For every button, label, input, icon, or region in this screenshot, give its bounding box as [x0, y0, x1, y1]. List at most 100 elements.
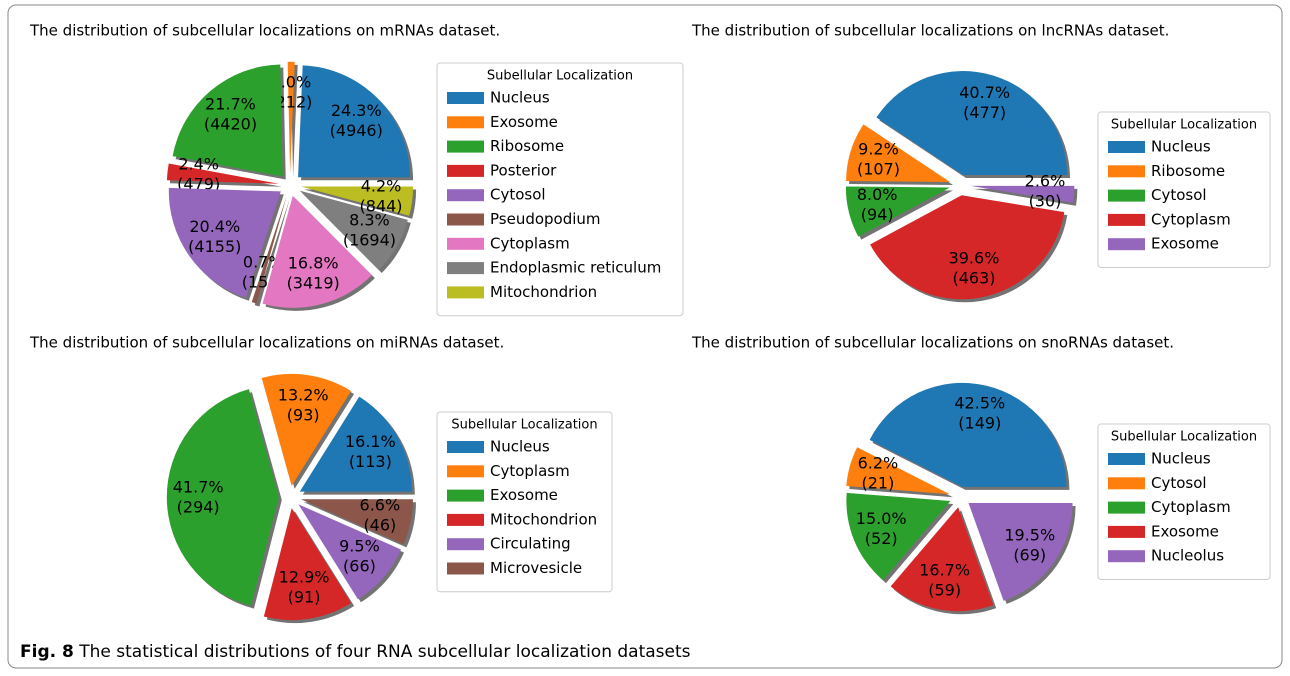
- legend-label: Ribosome: [490, 137, 564, 155]
- legend-swatch: [1108, 453, 1145, 465]
- legend-label: Nucleus: [1151, 138, 1211, 156]
- wedge-percent: 15.0%: [856, 509, 907, 528]
- wedge-percent: 16.1%: [345, 432, 396, 451]
- wedge-percent: 19.5%: [1004, 526, 1055, 545]
- legend-title: Subellular Localization: [1111, 430, 1257, 445]
- legend-swatch: [447, 262, 484, 275]
- legend-swatch: [447, 465, 484, 478]
- legend-swatch: [1108, 525, 1145, 538]
- wedge-percent: 16.7%: [919, 560, 970, 579]
- legend-label: Pseudopodium: [490, 210, 601, 228]
- wedge: [172, 64, 283, 177]
- wedge-percent: 2.4%: [178, 155, 219, 174]
- legend-swatch: [1108, 550, 1145, 563]
- wedge-percent: 16.8%: [288, 253, 339, 272]
- wedge-percent: 8.0%: [857, 185, 898, 204]
- wedge: [968, 502, 1073, 601]
- wedge-percent: 6.2%: [858, 453, 899, 472]
- legend-swatch: [447, 92, 484, 104]
- wedge: [168, 187, 281, 298]
- legend-label: Exosome: [1151, 522, 1219, 540]
- wedge-percent: 42.5%: [954, 394, 1005, 413]
- chart-panel: The distribution of subcellular localiza…: [691, 334, 1271, 615]
- wedge-count: (844): [360, 197, 403, 216]
- legend-label: Cytoplasm: [1151, 210, 1231, 228]
- wedge: [890, 507, 994, 612]
- wedge-count: (69): [1013, 546, 1046, 565]
- wedge-count: (477): [963, 103, 1006, 122]
- legend-swatch: [447, 213, 484, 226]
- caption-text: The statistical distributions of four RN…: [78, 642, 690, 662]
- legend-label: Nucleolus: [1151, 547, 1224, 565]
- wedge-count: (107): [857, 159, 900, 178]
- legend-swatch: [447, 237, 484, 250]
- wedge-percent: 12.9%: [279, 567, 330, 586]
- caption: Fig. 8 The statistical distributions of …: [20, 642, 691, 662]
- legend-swatch: [447, 538, 484, 551]
- wedge-count: (91): [288, 587, 321, 606]
- wedge: [846, 447, 950, 495]
- wedge: [870, 195, 1065, 300]
- legend-label: Exosome: [490, 486, 558, 504]
- legend-swatch: [1108, 501, 1145, 514]
- wedge-count: (59): [928, 580, 961, 599]
- legend-swatch: [447, 489, 484, 502]
- wedge: [876, 71, 1068, 176]
- wedge-count: (4946): [330, 121, 383, 140]
- wedge: [287, 61, 295, 174]
- wedge-count: (46): [363, 515, 396, 534]
- legend-swatch: [447, 562, 484, 575]
- legend-box: [436, 62, 684, 317]
- wedge: [262, 195, 372, 308]
- wedge-percent: 9.5%: [339, 537, 380, 556]
- wedge: [299, 190, 408, 270]
- wedge-percent: 9.2%: [858, 139, 899, 158]
- wedge-percent: 20.4%: [189, 217, 240, 236]
- chart-panel: The distribution of subcellular localiza…: [29, 22, 684, 317]
- wedge: [166, 389, 279, 606]
- legend-swatch: [447, 286, 484, 299]
- wedge-percent: 8.3%: [349, 211, 390, 230]
- wedge: [298, 65, 411, 178]
- wedge-count: (3419): [287, 273, 340, 292]
- legend-label: Cytosol: [1151, 186, 1207, 204]
- legend-swatch: [447, 164, 484, 177]
- chart-panel: The distribution of subcellular localiza…: [29, 334, 613, 624]
- legend-swatch: [1108, 477, 1145, 490]
- legend-swatch: [1108, 141, 1145, 153]
- legend-label: Nucleus: [490, 438, 550, 456]
- legend-label: Exosome: [490, 113, 558, 131]
- legend-swatch: [447, 116, 484, 129]
- wedge-percent: 41.7%: [173, 477, 224, 496]
- wedge: [869, 382, 1067, 487]
- legend-title: Subellular Localization: [451, 418, 597, 433]
- wedge-count: (1694): [343, 231, 396, 250]
- wedge-count: (149): [958, 414, 1001, 433]
- legend-label: Exosome: [1151, 235, 1219, 253]
- wedge-count: (113): [349, 452, 392, 471]
- wedge-percent: 24.3%: [331, 101, 382, 120]
- caption-label: Fig. 8: [20, 642, 74, 662]
- wedge: [263, 508, 352, 621]
- wedge: [298, 504, 401, 600]
- wedge-count: (30): [1029, 191, 1062, 210]
- legend-swatch: [447, 441, 484, 453]
- frame: [7, 4, 1283, 669]
- wedge: [301, 186, 414, 216]
- legend-swatch: [1108, 165, 1145, 178]
- legend-label: Endoplasmic reticulum: [490, 259, 661, 277]
- wedge-percent: 39.6%: [949, 249, 1000, 268]
- legend-label: Cytosol: [1151, 474, 1207, 492]
- legend-swatch: [447, 513, 484, 526]
- legend-label: Cytosol: [490, 186, 546, 204]
- wedge: [251, 195, 287, 304]
- wedge: [300, 499, 413, 545]
- wedge: [261, 373, 352, 486]
- legend-label: Cytoplasm: [490, 234, 570, 252]
- wedge: [970, 185, 1075, 203]
- legend-label: Circulating: [490, 535, 571, 553]
- wedge-percent: 6.6%: [360, 495, 401, 514]
- legend-label: Mitochondrion: [490, 283, 597, 301]
- wedge-shadow: [254, 198, 290, 307]
